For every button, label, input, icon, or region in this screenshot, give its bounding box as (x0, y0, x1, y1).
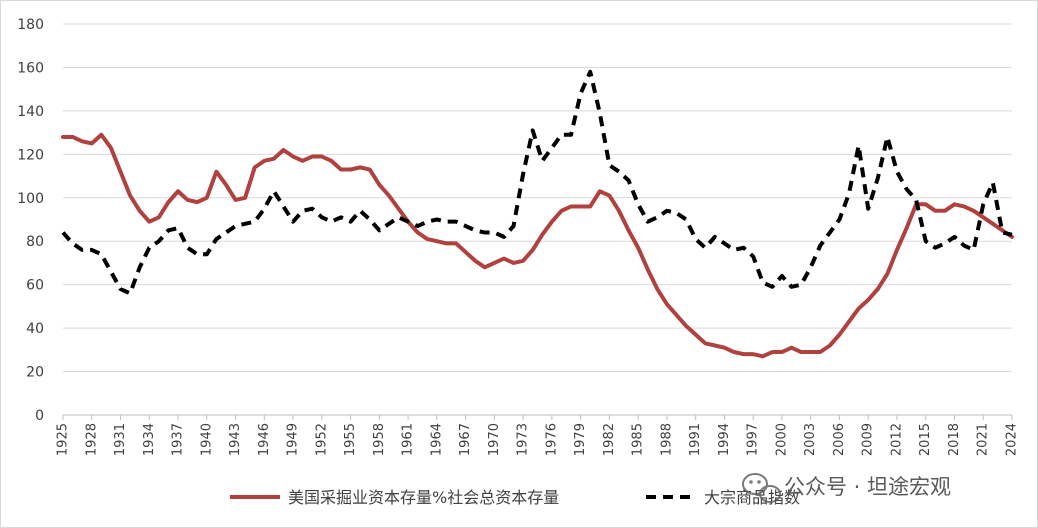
legend-label-2: 大宗商品指数 (704, 488, 800, 507)
x-axis-ticks: 1925 1928 1931 1934 1937 1940 1943 1946 1949 1952… (56, 415, 1020, 456)
y-tick-label: 20 (26, 365, 44, 381)
x-tick-label: 1994 (717, 423, 732, 456)
x-tick-label: 1937 (171, 423, 186, 456)
watermark-text: 公众号 · 坦途宏观 (784, 475, 951, 499)
x-tick-label: 1958 (372, 423, 387, 456)
x-tick-label: 1985 (631, 423, 646, 456)
series-lines (61, 69, 1014, 359)
y-tick-label: 140 (17, 104, 44, 120)
x-tick-label: 2018 (947, 423, 962, 456)
x-tick-label: 1946 (257, 423, 272, 456)
legend: 美国采掘业资本存量%社会总资本存量 大宗商品指数 (230, 488, 800, 507)
y-tick-label: 120 (17, 147, 44, 163)
y-tick-label: 180 (17, 17, 44, 33)
x-tick-label: 2006 (832, 423, 847, 456)
x-tick-label: 1955 (343, 423, 358, 456)
x-tick-label: 1934 (142, 423, 157, 456)
series-line-1 (61, 132, 1014, 359)
x-tick-label: 1928 (84, 423, 99, 456)
x-tick-label: 1961 (401, 423, 416, 456)
y-tick-label: 100 (17, 191, 44, 207)
y-tick-label: 60 (26, 278, 44, 294)
x-tick-label: 1952 (314, 423, 329, 456)
x-tick-label: 1991 (688, 423, 703, 456)
x-tick-label: 2015 (918, 423, 933, 456)
x-tick-label: 1988 (659, 423, 674, 456)
watermark: 公众号 · 坦途宏观 (742, 473, 951, 503)
legend-label-1: 美国采掘业资本存量%社会总资本存量 (288, 488, 559, 507)
x-tick-label: 1964 (429, 423, 444, 456)
y-axis-ticks: 0 20 40 60 80 100 120 140 160 180 (17, 17, 44, 424)
x-tick-label: 2012 (889, 423, 904, 456)
y-tick-label: 40 (26, 321, 44, 337)
wechat-icon (742, 473, 781, 503)
x-tick-label: 1967 (458, 423, 473, 456)
x-tick-label: 2021 (976, 423, 991, 456)
x-tick-label: 1979 (573, 423, 588, 456)
x-tick-label: 1925 (56, 423, 71, 456)
gridlines (63, 23, 1012, 416)
x-tick-label: 1931 (113, 423, 128, 456)
y-tick-label: 0 (35, 408, 44, 424)
x-tick-label: 2003 (803, 423, 818, 456)
x-tick-label: 1997 (746, 423, 761, 456)
x-tick-label: 1949 (286, 423, 301, 456)
x-tick-label: 2009 (861, 423, 876, 456)
x-tick-label: 1943 (228, 423, 243, 456)
x-tick-label: 1970 (487, 423, 502, 456)
x-tick-label: 2024 (1005, 423, 1020, 456)
series-line-2 (61, 69, 1013, 296)
y-tick-label: 80 (26, 234, 44, 250)
x-tick-label: 1940 (199, 423, 214, 456)
x-tick-label: 1982 (602, 423, 617, 456)
x-tick-label: 1976 (544, 423, 559, 456)
x-tick-label: 1973 (516, 423, 531, 456)
y-tick-label: 160 (17, 60, 44, 76)
x-tick-label: 2000 (774, 423, 789, 456)
